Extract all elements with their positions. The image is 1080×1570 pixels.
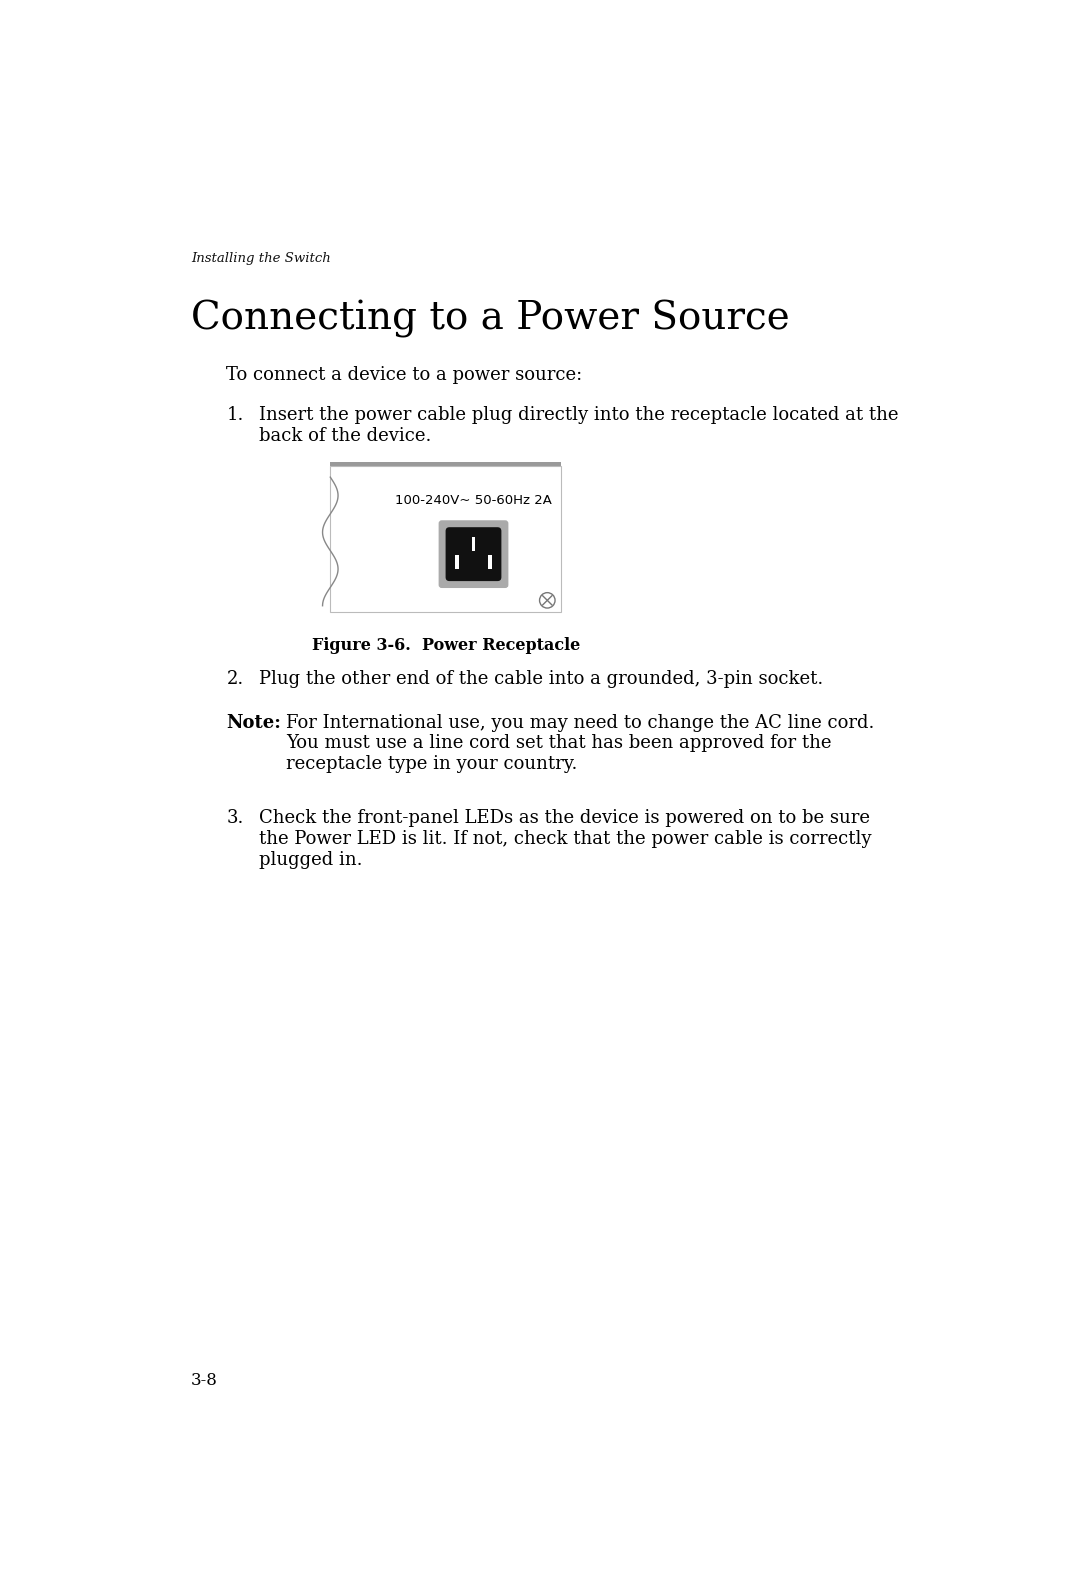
Text: You must use a line cord set that has been approved for the: You must use a line cord set that has be… [286, 735, 832, 752]
Bar [330, 466, 562, 612]
Bar [472, 537, 475, 551]
Text: Check the front-panel LEDs as the device is powered on to be sure: Check the front-panel LEDs as the device… [259, 809, 870, 827]
Text: Insert the power cable plug directly into the receptacle located at the: Insert the power cable plug directly int… [259, 407, 899, 424]
Text: 100-240V~ 50-60Hz 2A: 100-240V~ 50-60Hz 2A [395, 495, 552, 507]
Bar [456, 554, 459, 568]
Text: the Power LED is lit. If not, check that the power cable is correctly: the Power LED is lit. If not, check that… [259, 831, 872, 848]
Text: 1.: 1. [227, 407, 244, 424]
Text: 2.: 2. [227, 670, 244, 688]
Text: To connect a device to a power source:: To connect a device to a power source: [227, 366, 583, 383]
Text: plugged in.: plugged in. [259, 851, 363, 868]
Text: Installing the Switch: Installing the Switch [191, 251, 330, 264]
Text: receptacle type in your country.: receptacle type in your country. [286, 755, 578, 772]
Circle shape [540, 592, 555, 608]
Text: Connecting to a Power Source: Connecting to a Power Source [191, 300, 789, 338]
Bar [330, 462, 562, 466]
FancyBboxPatch shape [446, 528, 501, 581]
Text: For International use, you may need to change the AC line cord.: For International use, you may need to c… [286, 713, 875, 732]
Text: Figure 3-6.  Power Receptacle: Figure 3-6. Power Receptacle [312, 636, 580, 653]
Bar [488, 554, 491, 568]
Text: Note:: Note: [227, 713, 281, 732]
Text: 3-8: 3-8 [191, 1372, 218, 1389]
Text: Plug the other end of the cable into a grounded, 3-pin socket.: Plug the other end of the cable into a g… [259, 670, 823, 688]
Text: 3.: 3. [227, 809, 244, 827]
FancyBboxPatch shape [438, 520, 509, 589]
Text: back of the device.: back of the device. [259, 427, 431, 446]
FancyBboxPatch shape [441, 521, 507, 587]
